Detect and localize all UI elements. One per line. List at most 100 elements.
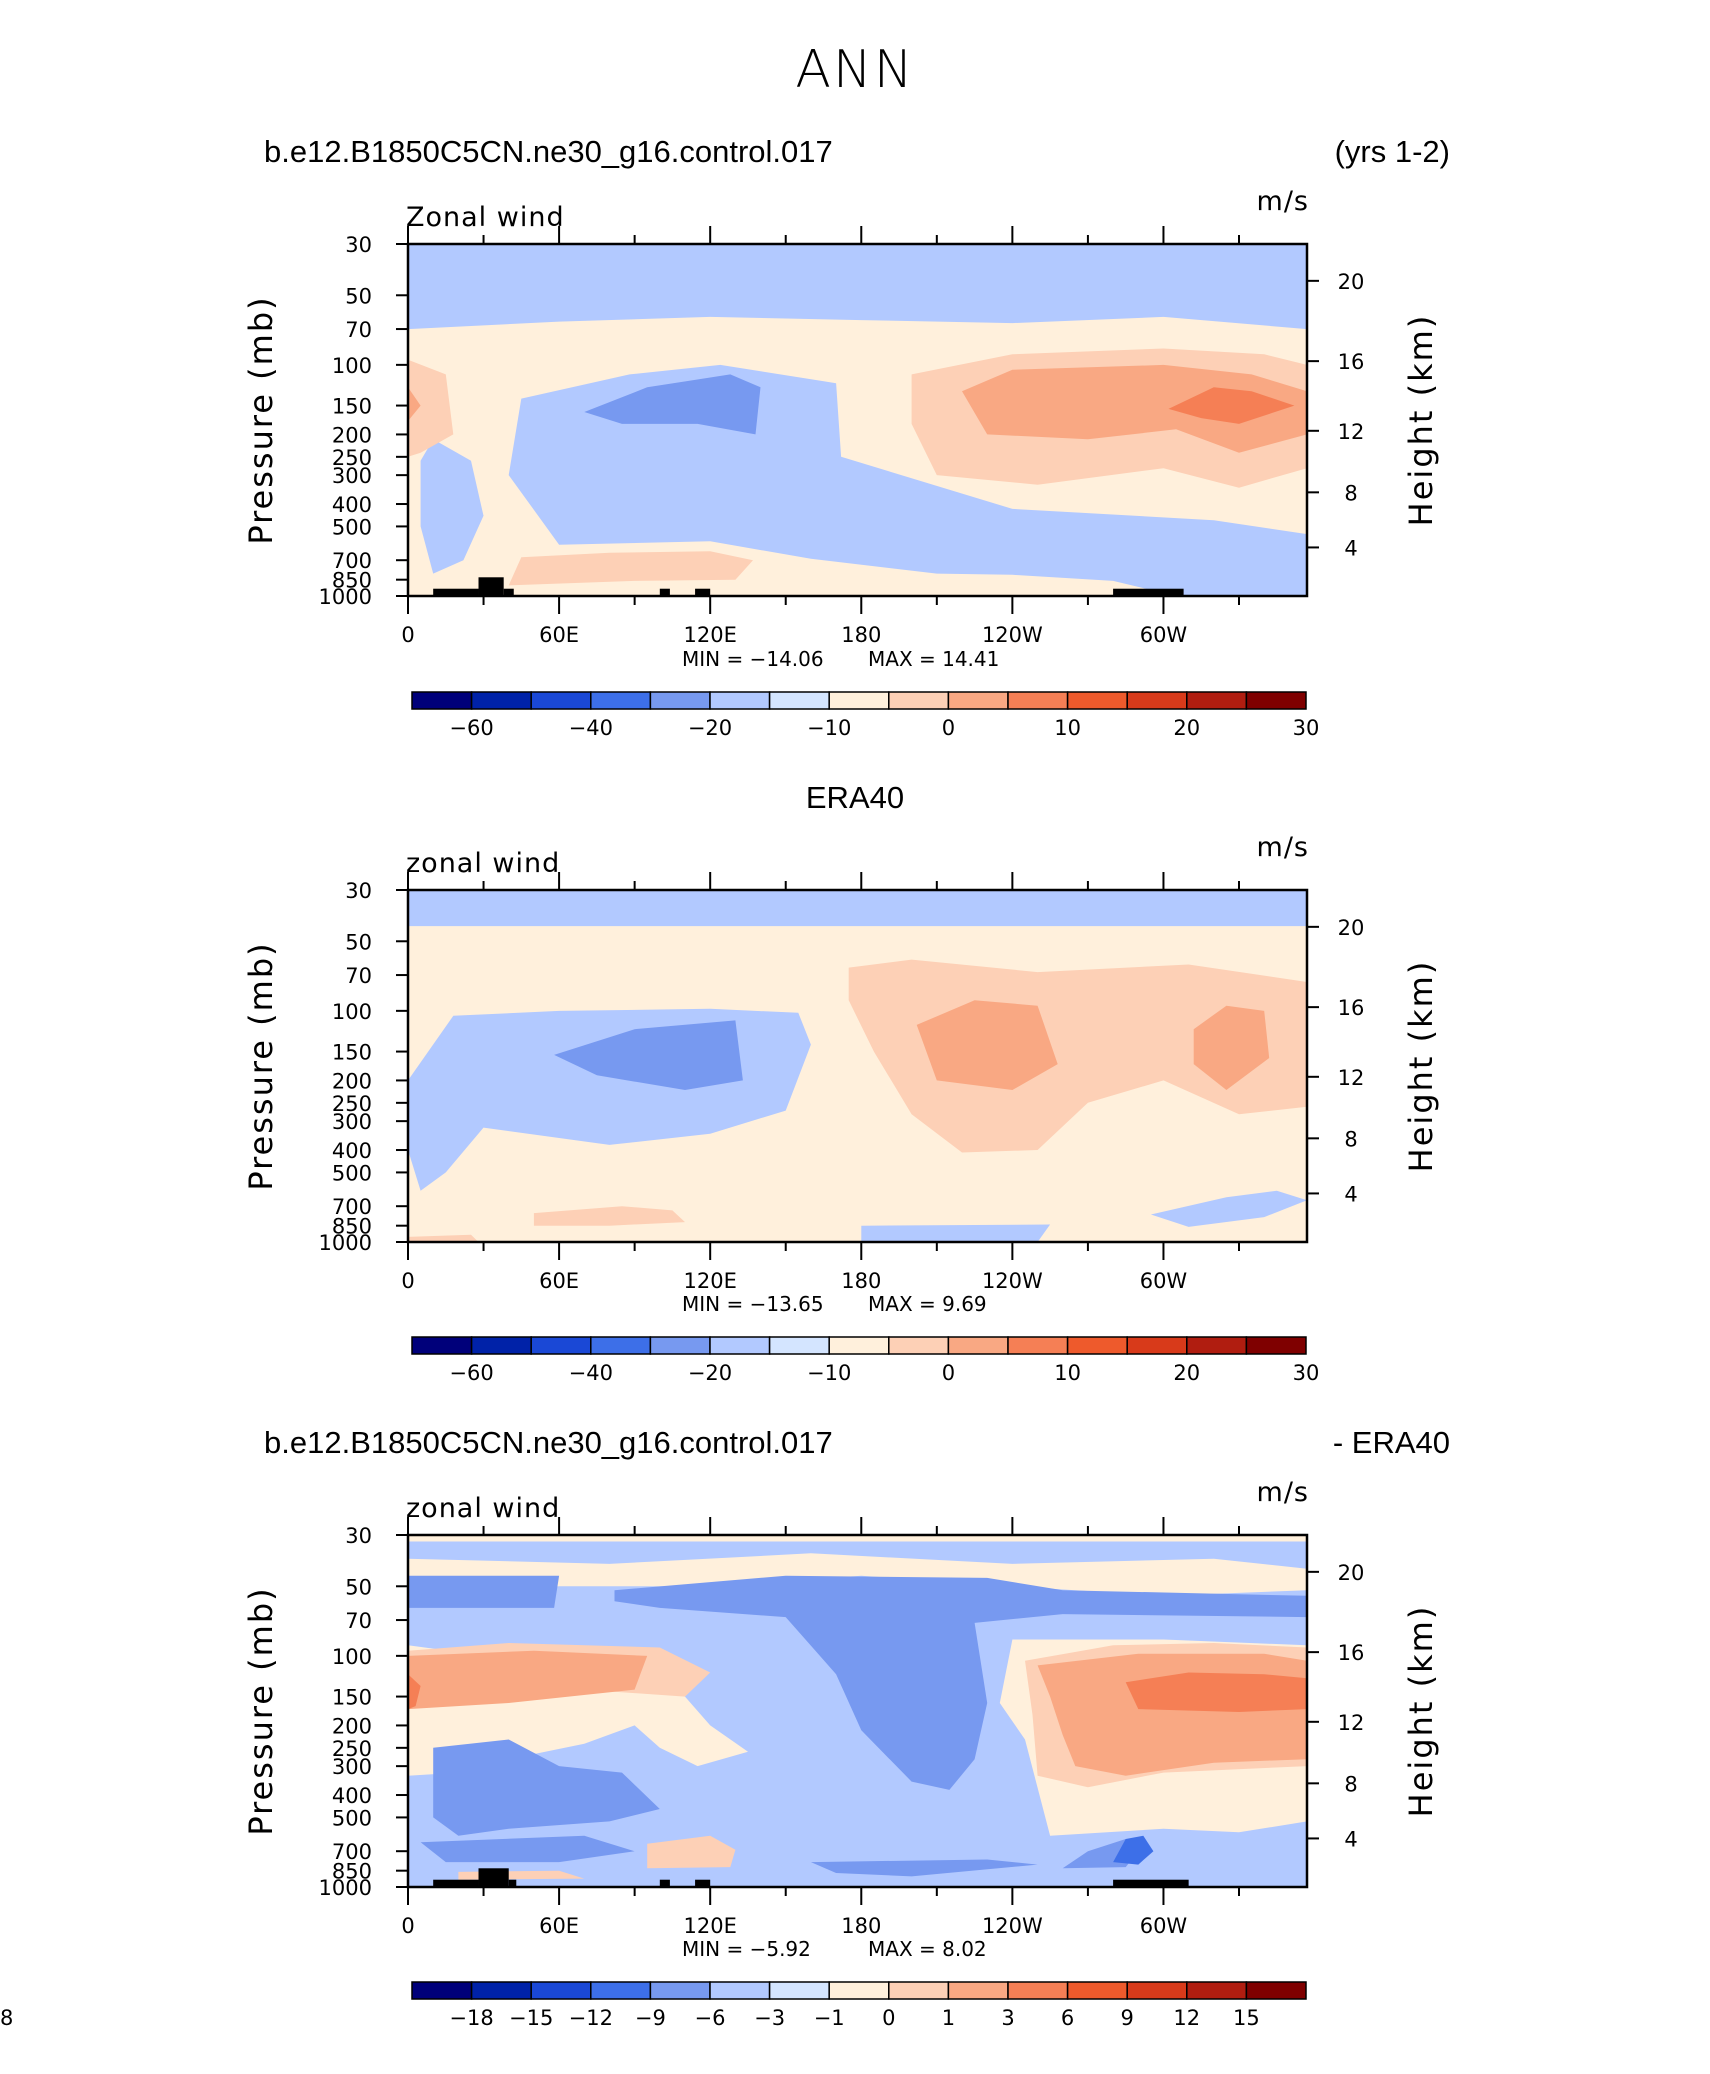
- contour-region-10: [1168, 387, 1295, 424]
- height-tick-label: 16: [1338, 996, 1365, 1020]
- contour-region-4: [1150, 1190, 1307, 1227]
- y-tick-label: 70: [345, 964, 372, 988]
- y-tick-label: 1000: [319, 1231, 372, 1255]
- contour-region-1: [408, 890, 1307, 927]
- y-tick-label: 150: [332, 1041, 372, 1065]
- colorbar-label: 0: [882, 2006, 895, 2030]
- contour-region-1: [408, 1541, 1307, 1569]
- colorbar-label: 20: [1173, 716, 1200, 740]
- x-tick-label: 120E: [684, 1914, 737, 1938]
- y-tick-label: 850: [332, 1215, 372, 1239]
- colorbar-box: [709, 1336, 771, 1355]
- colorbar-label: −20: [688, 716, 732, 740]
- y-axis-label: Pressure (mb): [242, 1586, 280, 1835]
- y-tick-label: 70: [345, 318, 372, 342]
- colorbar-box: [768, 1336, 830, 1355]
- colorbar-label: −10: [807, 1361, 851, 1385]
- colorbar-box: [590, 691, 652, 710]
- contour-region-3: [420, 439, 484, 574]
- y-tick-label: 700: [332, 1840, 372, 1864]
- x-tick-label: 180: [841, 623, 881, 647]
- colorbar-box: [888, 691, 950, 710]
- contour-panel-3: 0 60E 120E 180 120W 60W3050701001502002503004…: [0, 1425, 1450, 2030]
- colorbar-box: [768, 1981, 830, 2000]
- topography-2: [478, 577, 504, 596]
- colorbar-label: −10: [807, 716, 851, 740]
- units-label: m/s: [1257, 1477, 1309, 1508]
- x-tick-label: 120E: [684, 1269, 737, 1293]
- contour-region-16: [408, 1674, 421, 1710]
- colorbar-box: [470, 1336, 532, 1355]
- colorbar-label: 30: [1293, 1361, 1320, 1385]
- height-tick-label: 20: [1338, 270, 1365, 294]
- variable-label: zonal wind: [406, 848, 560, 879]
- y2-axis-label: Height (km): [1402, 1605, 1440, 1818]
- contour-region-8: [962, 364, 1307, 453]
- colorbar: −60 −40 −20 −10 0 10 20 30: [411, 691, 1320, 740]
- colorbar-label: −60: [449, 1361, 493, 1385]
- y-tick-label: 500: [332, 1161, 372, 1185]
- colorbar-box: [1186, 691, 1248, 710]
- colorbar-box: [1245, 1981, 1307, 2000]
- page-title: ANN: [795, 40, 915, 100]
- contour-region-8: [408, 1234, 479, 1242]
- y-tick-label: 300: [332, 1110, 372, 1134]
- colorbar-box: [411, 691, 473, 710]
- height-tick-label: 16: [1338, 1641, 1365, 1665]
- colorbar-box: [649, 1981, 711, 2000]
- colorbar: −18 −15 −12 −9 −6 −3 −1 0 1 3 6 9 12 15 18: [0, 1981, 1307, 2030]
- colorbar-box: [470, 691, 532, 710]
- colorbar-label: −40: [569, 1361, 613, 1385]
- colorbar-box: [709, 1981, 771, 2000]
- y-tick-label: 150: [332, 1686, 372, 1710]
- x-tick-label: 60W: [1140, 1914, 1188, 1938]
- colorbar-box: [1186, 1336, 1248, 1355]
- y-tick-label: 200: [332, 423, 372, 447]
- colorbar-box: [709, 691, 771, 710]
- y-tick-label: 1000: [319, 585, 372, 609]
- min-label: MIN = −14.06: [682, 647, 824, 671]
- max-label: MAX = 8.02: [868, 1937, 987, 1961]
- colorbar-label: −12: [569, 2006, 613, 2030]
- colorbar-box: [1007, 1981, 1069, 2000]
- x-tick-label: 180: [841, 1914, 881, 1938]
- colorbar-box: [947, 691, 1009, 710]
- y-tick-label: 500: [332, 515, 372, 539]
- colorbar-box: [649, 691, 711, 710]
- x-tick-label: 0: [401, 623, 414, 647]
- colorbar-box: [1007, 1336, 1069, 1355]
- panel-title-left: b.e12.B1850C5CN.ne30_g16.control.017: [264, 134, 833, 169]
- panel-title-center: ERA40: [806, 780, 904, 815]
- contour-region-10: [1193, 1005, 1270, 1090]
- topography-3: [503, 588, 514, 596]
- colorbar-box: [470, 1981, 532, 2000]
- colorbar-box: [828, 691, 890, 710]
- topography-3: [508, 1879, 517, 1887]
- colorbar-label: 1: [942, 2006, 955, 2030]
- units-label: m/s: [1257, 832, 1309, 863]
- colorbar-box: [828, 1981, 890, 2000]
- colorbar: −60 −40 −20 −10 0 10 20 30: [411, 1336, 1320, 1385]
- variable-label: Zonal wind: [406, 202, 565, 233]
- height-tick-label: 20: [1338, 916, 1365, 940]
- colorbar-label: 30: [1293, 716, 1320, 740]
- colorbar-label: −15: [509, 2006, 553, 2030]
- contour-region-8: [810, 1859, 1038, 1877]
- colorbar-box: [1245, 691, 1307, 710]
- contour-region-6: [420, 1835, 635, 1863]
- colorbar-box: [1007, 691, 1069, 710]
- y-tick-label: 250: [332, 446, 372, 470]
- colorbar-box: [411, 1981, 473, 2000]
- y-tick-label: 400: [332, 1784, 372, 1808]
- y-tick-label: 200: [332, 1069, 372, 1093]
- plot-frame: [406, 888, 1309, 1244]
- height-tick-label: 8: [1344, 1772, 1357, 1796]
- colorbar-label: 9: [1121, 2006, 1134, 2030]
- height-tick-label: 16: [1338, 350, 1365, 374]
- height-tick-label: 12: [1338, 1066, 1365, 1090]
- y-tick-label: 30: [345, 1524, 372, 1548]
- contour-region-9: [408, 387, 421, 421]
- colorbar-box: [1126, 1981, 1188, 2000]
- colorbar-box: [947, 1336, 1009, 1355]
- colorbar-box: [1186, 1981, 1248, 2000]
